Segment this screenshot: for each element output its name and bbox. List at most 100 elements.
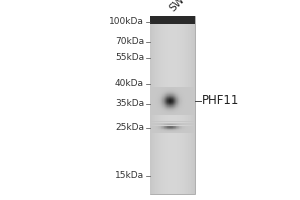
Bar <box>177 113 178 114</box>
Bar <box>178 99 179 100</box>
Bar <box>173 114 174 115</box>
Bar <box>154 130 155 131</box>
Bar <box>170 124 171 125</box>
Bar <box>166 104 167 105</box>
Bar <box>162 106 163 107</box>
Bar <box>169 107 170 108</box>
Bar <box>191 111 192 112</box>
Bar <box>156 96 157 97</box>
Bar <box>156 94 157 95</box>
Bar <box>150 87 151 88</box>
Bar <box>193 96 194 97</box>
Bar <box>155 126 156 127</box>
Bar <box>151 131 152 132</box>
Bar <box>189 102 190 103</box>
Bar <box>182 97 183 98</box>
Bar <box>182 111 183 112</box>
Bar <box>171 108 172 109</box>
Bar <box>166 107 167 108</box>
Bar <box>164 132 165 133</box>
Bar <box>164 129 165 130</box>
Bar <box>163 114 164 115</box>
Bar <box>186 88 187 89</box>
Bar <box>192 87 193 88</box>
Bar <box>190 128 191 129</box>
Bar <box>189 91 190 92</box>
Bar <box>153 89 154 90</box>
Bar <box>182 124 183 125</box>
Text: 100kDa: 100kDa <box>109 18 144 26</box>
Bar <box>157 87 158 88</box>
Bar <box>173 102 174 103</box>
Bar <box>190 98 191 99</box>
Bar <box>165 112 166 113</box>
Bar <box>169 129 170 130</box>
Bar <box>169 130 170 131</box>
Bar <box>178 128 179 129</box>
Bar <box>177 94 178 95</box>
Bar <box>171 93 172 94</box>
Bar <box>190 96 191 97</box>
Bar <box>158 104 159 105</box>
Bar <box>156 108 157 109</box>
Bar <box>193 101 194 102</box>
Bar <box>171 96 172 97</box>
Bar <box>179 123 180 124</box>
Bar <box>183 132 184 133</box>
Bar <box>189 105 190 106</box>
Bar <box>178 95 179 96</box>
Bar <box>153 101 154 102</box>
Bar <box>163 124 164 125</box>
Bar <box>151 128 152 129</box>
Bar <box>163 97 164 98</box>
Bar <box>150 90 151 91</box>
Bar <box>188 125 189 126</box>
Bar <box>168 114 169 115</box>
Bar <box>182 128 183 129</box>
Bar <box>175 121 176 122</box>
Bar <box>173 132 174 133</box>
Bar <box>155 109 156 110</box>
Bar <box>164 91 165 92</box>
Bar <box>174 131 175 132</box>
Bar <box>177 114 178 115</box>
Bar <box>169 91 170 92</box>
Bar <box>190 124 191 125</box>
Bar <box>154 109 155 110</box>
Bar <box>151 95 152 96</box>
Bar <box>179 97 180 98</box>
Bar <box>180 98 181 99</box>
Bar <box>153 104 154 105</box>
Bar <box>153 111 154 112</box>
Bar <box>181 92 182 93</box>
Bar <box>162 131 163 132</box>
Bar <box>183 123 184 124</box>
Bar <box>165 108 166 109</box>
Bar <box>155 114 156 115</box>
Bar <box>188 94 189 95</box>
Bar <box>169 89 170 90</box>
Bar <box>187 95 188 96</box>
Bar <box>178 112 179 113</box>
Bar <box>159 88 160 89</box>
Bar <box>171 110 172 111</box>
Bar <box>192 97 193 98</box>
Bar <box>178 125 179 126</box>
Bar <box>153 121 154 122</box>
Bar <box>185 16 186 194</box>
Bar <box>194 125 195 126</box>
Bar <box>175 98 176 99</box>
Bar <box>166 101 167 102</box>
Bar <box>157 109 158 110</box>
Bar <box>157 95 158 96</box>
Bar <box>181 93 182 94</box>
Bar <box>161 92 162 93</box>
Bar <box>174 111 175 112</box>
Bar <box>160 95 161 96</box>
Bar <box>162 112 163 113</box>
Bar <box>152 125 153 126</box>
Bar <box>180 90 181 91</box>
Bar <box>189 90 190 91</box>
Bar <box>175 109 176 110</box>
Bar <box>186 91 187 92</box>
